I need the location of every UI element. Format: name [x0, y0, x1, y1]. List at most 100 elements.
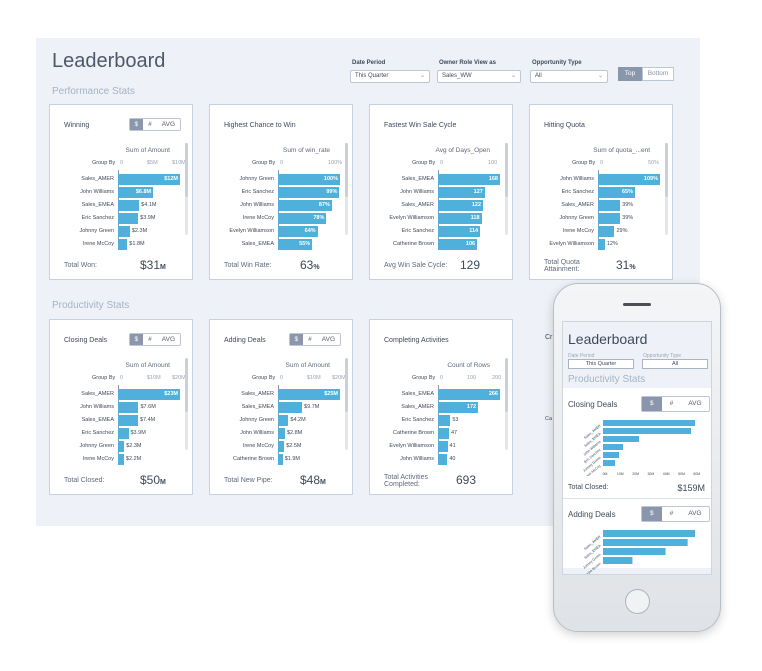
- top-button[interactable]: Top: [618, 67, 642, 81]
- bar[interactable]: [118, 428, 129, 439]
- scrollbar[interactable]: [185, 143, 188, 235]
- bar[interactable]: [118, 239, 128, 250]
- toggle-avg[interactable]: AVG: [688, 400, 702, 407]
- bar-row[interactable]: Eric Sanchez 53: [370, 415, 514, 427]
- bar-row[interactable]: Evelyn Williamson 12%: [530, 239, 674, 251]
- bar[interactable]: [598, 200, 621, 211]
- bar-row[interactable]: Johnny Green 39%: [530, 213, 674, 225]
- bar[interactable]: [603, 530, 695, 537]
- bar[interactable]: [278, 239, 313, 250]
- bar[interactable]: [278, 200, 332, 211]
- bar[interactable]: [438, 389, 500, 400]
- scrollbar[interactable]: [665, 143, 668, 235]
- bar-row[interactable]: Johnny Green 100%: [210, 174, 354, 186]
- bar-row[interactable]: Eric Sanchez 114: [370, 226, 514, 238]
- bar[interactable]: [603, 539, 688, 546]
- bar-row[interactable]: John Williams 87%: [210, 200, 354, 212]
- toggle-count[interactable]: #: [148, 121, 152, 128]
- bar-row[interactable]: Irene McCoy 78%: [210, 213, 354, 225]
- bar[interactable]: [438, 415, 451, 426]
- bar-row[interactable]: Sales_EMEA 266: [370, 389, 514, 401]
- bar[interactable]: [278, 415, 289, 426]
- bar-row[interactable]: Sales_EMEA $4.1M: [50, 200, 194, 212]
- bar-row[interactable]: John Williams $6.8M: [50, 187, 194, 199]
- phone-closing-toggle[interactable]: $ # AVG: [641, 396, 710, 412]
- bar-row[interactable]: Sales_AMER $23M: [50, 389, 194, 401]
- metric-toggle[interactable]: $ # AVG: [128, 333, 181, 346]
- bar[interactable]: [598, 239, 605, 250]
- bar-row[interactable]: John Williams $2.8M: [210, 428, 354, 440]
- bar[interactable]: [438, 402, 479, 413]
- filter-date-period-select[interactable]: This Quarter ⌄: [350, 70, 430, 83]
- bar-row[interactable]: Sales_EMEA $7.4M: [50, 415, 194, 427]
- bar[interactable]: [118, 441, 125, 452]
- filter-opportunity-type-select[interactable]: All ⌄: [530, 70, 608, 83]
- bar[interactable]: [598, 187, 635, 198]
- bar[interactable]: [118, 415, 138, 426]
- home-button[interactable]: [625, 589, 650, 614]
- bar-row[interactable]: Irene McCoy $1.8M: [50, 239, 194, 251]
- bar[interactable]: [438, 226, 481, 237]
- bar-row[interactable]: Sales_AMER 172: [370, 402, 514, 414]
- bar-row[interactable]: Sales_EMEA 168: [370, 174, 514, 186]
- bar-row[interactable]: Sales_EMEA $9.7M: [210, 402, 354, 414]
- bar-row[interactable]: Sales_EMEA 55%: [210, 239, 354, 251]
- bar-row[interactable]: Irene McCoy $2.2M: [50, 454, 194, 466]
- bar[interactable]: [603, 436, 639, 442]
- bar[interactable]: [278, 428, 285, 439]
- toggle-count[interactable]: #: [148, 336, 152, 343]
- bar[interactable]: [118, 454, 124, 465]
- bar-row[interactable]: Catherine Brown 106: [370, 239, 514, 251]
- bar[interactable]: [438, 428, 449, 439]
- bar-row[interactable]: Eric Sanchez $3.9M: [50, 428, 194, 440]
- bar-row[interactable]: Eric Sanchez 65%: [530, 187, 674, 199]
- toggle-avg[interactable]: AVG: [161, 121, 175, 128]
- bar[interactable]: [598, 213, 621, 224]
- bar-row[interactable]: Irene McCoy $2.5M: [210, 441, 354, 453]
- toggle-count[interactable]: #: [669, 510, 674, 517]
- bar[interactable]: [278, 454, 283, 465]
- bar[interactable]: [278, 441, 285, 452]
- bar-row[interactable]: Sales_AMER 39%: [530, 200, 674, 212]
- phone-adding-toggle[interactable]: $ # AVG: [641, 506, 710, 522]
- toggle-count[interactable]: #: [669, 400, 674, 407]
- bar[interactable]: [118, 213, 139, 224]
- bar-row[interactable]: Evelyn Williamson 41: [370, 441, 514, 453]
- scrollbar[interactable]: [185, 358, 188, 450]
- bar[interactable]: [118, 389, 180, 400]
- bar-row[interactable]: Johnny Green $2.3M: [50, 226, 194, 238]
- toggle-dollar[interactable]: $: [129, 334, 144, 345]
- toggle-dollar[interactable]: $: [642, 507, 662, 521]
- bar-row[interactable]: Catherine Brown $1.9M: [210, 454, 354, 466]
- toggle-avg[interactable]: AVG: [688, 510, 702, 517]
- toggle-avg[interactable]: AVG: [161, 336, 175, 343]
- bar[interactable]: [118, 402, 139, 413]
- toggle-avg[interactable]: AVG: [321, 336, 335, 343]
- bar-row[interactable]: John Williams 109%: [530, 174, 674, 186]
- bar-row[interactable]: Sales_AMER $12M: [50, 174, 194, 186]
- bar-row[interactable]: Evelyn Williamson 118: [370, 213, 514, 225]
- bar[interactable]: [438, 174, 500, 185]
- bar[interactable]: [118, 226, 130, 237]
- bar[interactable]: [603, 444, 623, 450]
- scrollbar[interactable]: [345, 358, 348, 450]
- toggle-dollar[interactable]: $: [129, 119, 144, 130]
- bar[interactable]: [278, 213, 327, 224]
- scrollbar[interactable]: [345, 143, 348, 235]
- bar[interactable]: [118, 174, 180, 185]
- filter-owner-role-select[interactable]: Sales_WW ⌄: [437, 70, 521, 83]
- bar[interactable]: [278, 226, 318, 237]
- bar-row[interactable]: Sales_AMER 122: [370, 200, 514, 212]
- bar-row[interactable]: John Williams $7.6M: [50, 402, 194, 414]
- toggle-count[interactable]: #: [308, 336, 312, 343]
- phone-opportunity-type-select[interactable]: All: [642, 359, 708, 369]
- bar-row[interactable]: John Williams 127: [370, 187, 514, 199]
- bar-row[interactable]: Irene McCoy 29%: [530, 226, 674, 238]
- scrollbar[interactable]: [505, 358, 508, 450]
- bar[interactable]: [603, 548, 666, 555]
- bar[interactable]: [598, 174, 660, 185]
- phone-date-period-select[interactable]: This Quarter: [568, 359, 634, 369]
- bar-row[interactable]: Eric Sanchez 99%: [210, 187, 354, 199]
- metric-toggle[interactable]: $ # AVG: [128, 118, 181, 131]
- bar-row[interactable]: Eric Sanchez $3.9M: [50, 213, 194, 225]
